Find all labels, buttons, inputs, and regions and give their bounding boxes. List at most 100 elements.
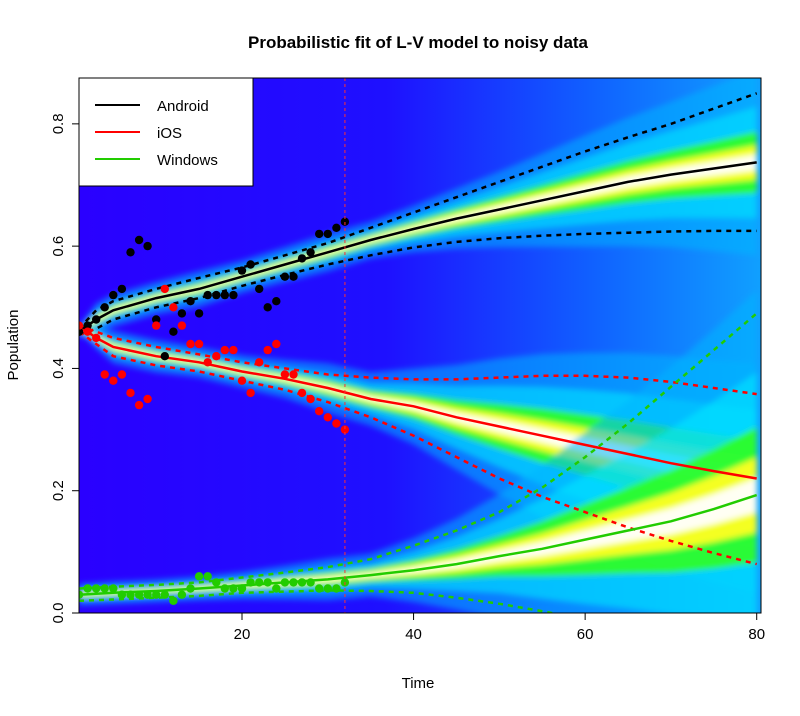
data-point-ios (203, 358, 212, 367)
data-point-ios (92, 333, 101, 343)
data-point-ios (143, 394, 152, 404)
data-point-ios (186, 339, 195, 349)
data-point-ios (306, 394, 315, 404)
data-point-android (246, 260, 255, 269)
data-point-android (212, 290, 221, 300)
data-point-android (83, 321, 92, 330)
x-axis: 20 40 60 80 (234, 613, 765, 643)
data-point-windows (186, 584, 195, 593)
data-point-android (220, 290, 229, 300)
data-point-windows (315, 584, 324, 593)
data-point-ios (289, 370, 298, 379)
data-point-ios (126, 388, 135, 398)
data-point-windows (263, 578, 272, 587)
data-point-windows (79, 590, 84, 599)
data-point-android (203, 290, 212, 300)
mean-lines (79, 161, 758, 596)
data-point-android (92, 315, 101, 324)
data-point-android (315, 229, 324, 239)
data-point-android (237, 266, 247, 275)
data-point-windows (92, 584, 101, 593)
upper-band-ios (79, 324, 757, 396)
data-point-windows (280, 578, 290, 587)
data-point-android (255, 284, 264, 294)
y-tick-label: 0.6 (50, 236, 67, 257)
data-point-ios (332, 419, 341, 428)
mean-line-windows (79, 493, 758, 596)
data-point-android (134, 235, 144, 245)
data-point-ios (100, 370, 109, 379)
legend-label-ios: iOS (157, 125, 182, 142)
y-axis: 0.0 0.2 0.4 0.6 0.8 (50, 113, 79, 623)
data-point-windows (83, 584, 92, 593)
data-point-ios (177, 321, 187, 330)
data-point-ios (220, 345, 229, 355)
data-point-ios (229, 345, 238, 355)
chart-title: Probabilistic fit of L-V model to noisy … (248, 33, 589, 52)
data-point-android (169, 327, 178, 336)
data-point-android (280, 272, 290, 281)
data-point-windows (246, 578, 255, 587)
data-point-android (100, 303, 109, 312)
data-point-windows (237, 584, 247, 593)
y-tick-label: 0.4 (50, 358, 67, 379)
upper-band-android (79, 92, 758, 330)
plot-frame (78, 77, 762, 614)
legend-label-android: Android (157, 98, 209, 115)
data-point-ios (263, 345, 272, 355)
data-point-android (289, 272, 298, 281)
data-point-ios (194, 339, 204, 349)
data-point-android (297, 254, 307, 263)
data-point-android (177, 309, 187, 318)
data-point-ios (169, 303, 178, 312)
data-point-ios (79, 321, 84, 330)
density-band-windows-4 (79, 478, 757, 596)
data-point-windows (323, 584, 332, 593)
observed-points (79, 217, 350, 605)
mean-line-ios (79, 327, 757, 480)
data-point-android (272, 297, 281, 306)
data-point-ios (340, 425, 350, 434)
data-point-windows (220, 584, 229, 593)
data-point-ios (152, 321, 161, 330)
data-point-windows (126, 590, 135, 599)
data-point-windows (100, 584, 109, 593)
data-point-ios (212, 352, 221, 361)
data-point-ios (117, 370, 127, 379)
data-point-windows (177, 590, 187, 599)
data-point-android (186, 297, 195, 306)
data-point-windows (255, 578, 264, 587)
data-point-windows (134, 590, 144, 599)
data-point-ios (237, 376, 247, 385)
data-point-windows (212, 578, 221, 587)
data-point-ios (280, 370, 290, 379)
x-tick-label: 20 (234, 626, 251, 643)
data-point-android (152, 315, 161, 324)
data-point-ios (323, 413, 332, 422)
y-tick-label: 0.8 (50, 113, 67, 134)
data-point-windows (117, 590, 127, 599)
data-point-android (160, 352, 169, 361)
data-point-ios (297, 388, 307, 398)
data-point-windows (160, 590, 169, 599)
data-point-android (194, 309, 204, 318)
data-point-windows (203, 572, 212, 581)
data-point-android (126, 248, 135, 257)
data-point-ios (315, 407, 324, 416)
data-point-android (306, 248, 315, 257)
data-point-ios (160, 284, 169, 294)
data-point-android (332, 223, 341, 232)
y-axis-label: Population (5, 310, 22, 381)
y-tick-label: 0.2 (50, 480, 67, 501)
data-point-windows (194, 572, 204, 581)
x-tick-label: 60 (577, 626, 594, 643)
data-point-android (323, 229, 332, 239)
plot-area (79, 78, 761, 613)
legend: Android iOS Windows (78, 77, 254, 187)
data-point-ios (255, 358, 264, 367)
data-point-android (109, 290, 118, 300)
y-tick-label: 0.0 (50, 603, 67, 624)
legend-label-windows: Windows (157, 152, 218, 169)
data-point-android (340, 217, 350, 226)
